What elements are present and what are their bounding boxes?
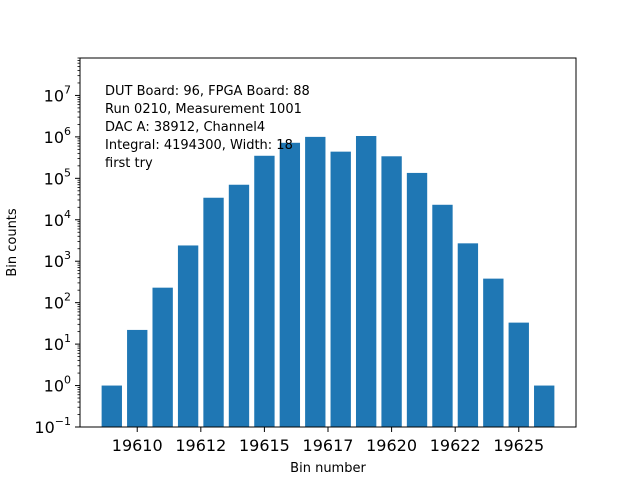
y-axis-label: Bin counts: [5, 208, 20, 277]
x-axis-label: Bin number: [290, 461, 366, 476]
bar-19623: [457, 243, 479, 427]
y-tick-label: 100: [44, 374, 71, 396]
annotation-line: Run 0210, Measurement 1001: [105, 102, 302, 117]
x-tick-label: 19617: [303, 436, 354, 455]
x-tick-label: 19622: [430, 436, 481, 455]
y-axis-ticks: 10−1 100 101 102 103 104 105 106 107: [34, 57, 80, 437]
bars-group: [101, 136, 555, 428]
bar-19622: [432, 204, 453, 427]
x-tick-label: 19620: [366, 436, 417, 455]
bar-19617: [305, 136, 326, 427]
y-tick-label: 107: [44, 83, 71, 105]
y-tick-label: 103: [44, 249, 71, 271]
bar-19609: [101, 385, 122, 427]
bar-19625: [508, 322, 529, 427]
bar-19613: [203, 197, 224, 427]
bar-19621: [406, 172, 428, 427]
bar-19611: [152, 287, 173, 427]
plot-frame: [79, 57, 577, 428]
bar-19624: [483, 278, 504, 427]
bar-19619: [355, 136, 377, 427]
y-tick-label: 106: [44, 125, 71, 147]
x-tick-label: 19612: [175, 436, 226, 455]
bar-19612: [177, 245, 199, 427]
bar-19618: [330, 151, 351, 427]
annotation-line: first try: [105, 156, 153, 171]
y-tick-label: 102: [44, 291, 71, 313]
y-tick-label: 105: [44, 166, 71, 188]
bar-19620: [381, 156, 402, 428]
bar-19610: [127, 329, 148, 427]
annotation-block: DUT Board: 96, FPGA Board: 88 Run 0210, M…: [105, 84, 310, 171]
bar-19616: [279, 142, 301, 428]
y-tick-label: 10−1: [34, 415, 71, 437]
bar-19614: [228, 184, 250, 427]
x-tick-label: 19610: [112, 436, 163, 455]
annotation-line: DAC A: 38912, Channel4: [105, 120, 265, 135]
x-tick-label: 19625: [493, 436, 544, 455]
annotation-line: Integral: 4194300, Width: 18: [105, 138, 293, 153]
annotation-line: DUT Board: 96, FPGA Board: 88: [105, 84, 310, 99]
x-tick-label: 19615: [239, 436, 290, 455]
x-axis-ticks: 19610 19612 19615 19617 19620 19622 19625: [112, 427, 544, 455]
y-tick-label: 104: [44, 208, 71, 230]
bar-19615: [254, 155, 275, 427]
bar-19626: [534, 385, 555, 427]
y-tick-label: 101: [44, 332, 71, 354]
